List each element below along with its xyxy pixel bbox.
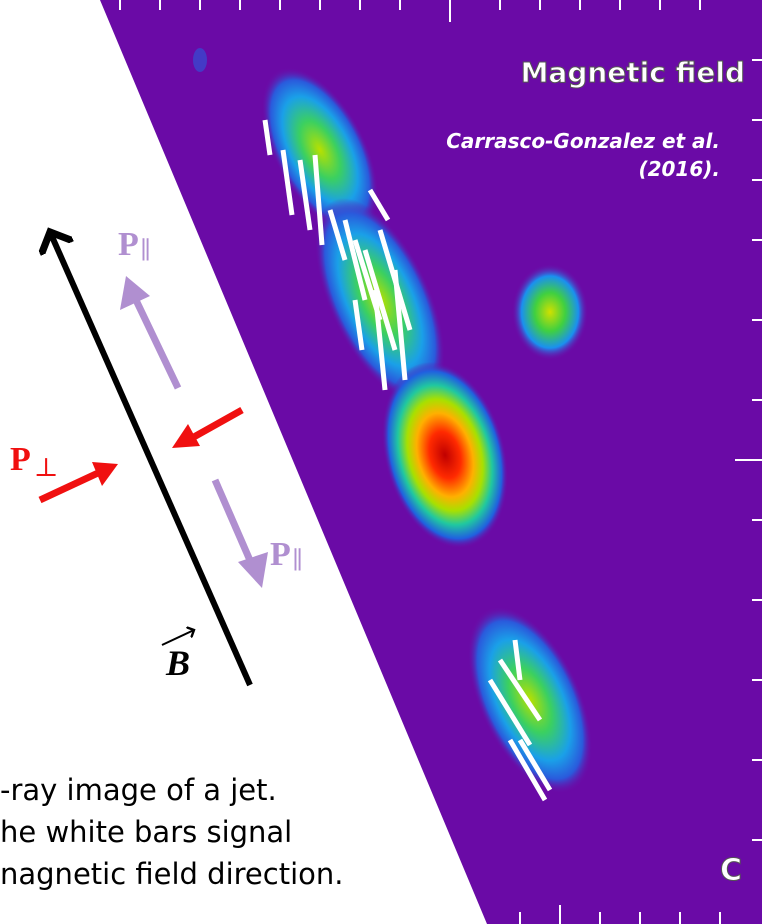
caption-line: he white bars signal [0,815,292,849]
parallel-label: P [270,536,291,573]
figure: Magnetic field Carrasco-Gonzalez et al. … [0,0,762,924]
parallel-subscript: ∥ [140,236,151,264]
caption: -ray image of a jet. he white bars signa… [0,773,343,891]
perpendicular-label: P [10,441,31,478]
parallel-subscript: ∥ [292,546,303,574]
caption-line: -ray image of a jet. [0,773,277,807]
citation: (2016). [638,157,720,181]
panel-label: C [720,853,742,888]
parallel-label: P [118,226,139,263]
caption-line: nagnetic field direction. [0,857,343,891]
field-label: B [165,643,190,683]
citation: Carrasco-Gonzalez et al. [446,129,720,153]
perpendicular-subscript: ⊥ [34,453,58,483]
panel-title: Magnetic field [521,56,745,89]
